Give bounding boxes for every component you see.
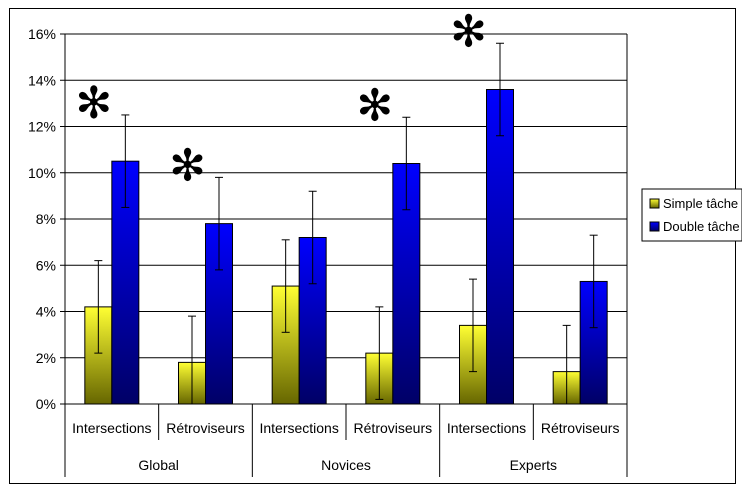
x-category-label: Intersections xyxy=(259,420,338,436)
significance-markers: ✻ ✻ ✻ ✻ xyxy=(75,6,487,191)
y-axis-ticks: 0% 2% 4% 6% 8% 10% 12% 14% 16% xyxy=(28,26,65,412)
y-tick-label: 6% xyxy=(36,257,56,273)
error-bars xyxy=(94,42,598,405)
x-category-label: Rétroviseurs xyxy=(541,420,620,436)
y-tick-label: 8% xyxy=(36,211,56,227)
gridlines xyxy=(65,33,627,359)
legend-label: Simple tâche xyxy=(663,196,738,211)
y-tick-label: 14% xyxy=(28,72,56,88)
legend-swatch xyxy=(649,221,660,232)
x-group-label: Novices xyxy=(321,457,371,473)
y-tick-label: 2% xyxy=(36,350,56,366)
x-category-label: Rétroviseurs xyxy=(354,420,433,436)
significance-star: ✻ xyxy=(450,6,487,57)
x-group-label: Experts xyxy=(510,457,557,473)
y-tick-label: 0% xyxy=(36,396,56,412)
significance-star: ✻ xyxy=(169,140,206,191)
x-category-label: Intersections xyxy=(72,420,151,436)
y-tick-label: 10% xyxy=(28,165,56,181)
x-category-label: Intersections xyxy=(447,420,526,436)
bar-double xyxy=(486,89,514,405)
x-group-label: Global xyxy=(138,457,178,473)
significance-star: ✻ xyxy=(75,78,112,129)
x-category-label: Rétroviseurs xyxy=(166,420,245,436)
legend-box xyxy=(641,188,742,242)
y-tick-label: 16% xyxy=(28,26,56,42)
legend: Simple tâche Double tâche xyxy=(641,188,742,242)
x-axis-categories: Intersections Rétroviseurs Intersections Ré… xyxy=(64,404,628,477)
legend-label: Double tâche xyxy=(663,219,740,234)
significance-star: ✻ xyxy=(356,80,393,131)
legend-swatch xyxy=(649,198,660,209)
y-tick-label: 4% xyxy=(36,304,56,320)
y-tick-label: 12% xyxy=(28,119,56,135)
bars xyxy=(84,89,608,405)
